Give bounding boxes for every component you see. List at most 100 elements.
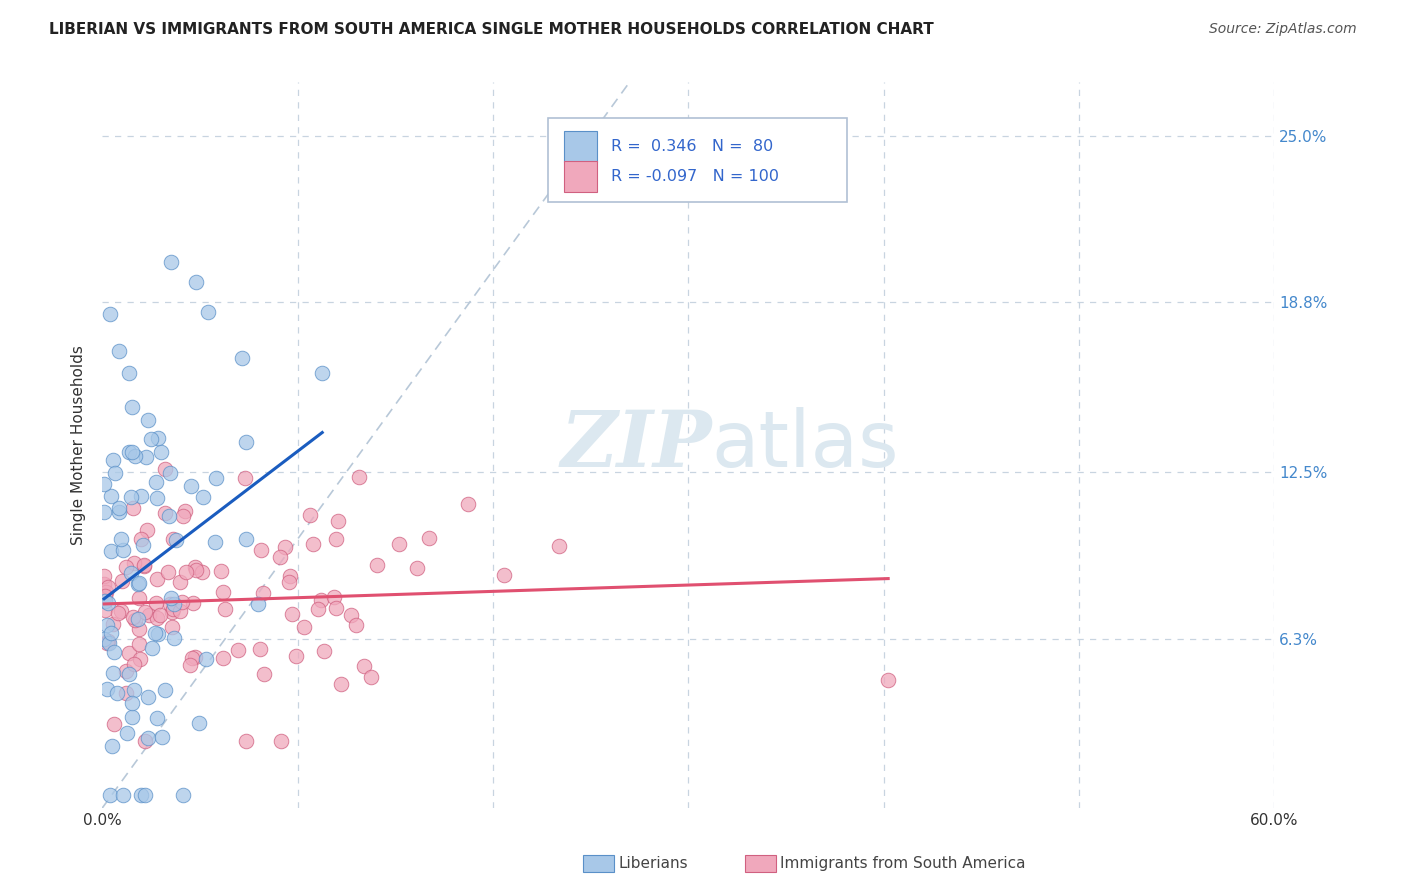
Point	[184, 563, 207, 577]
Point	[340, 607, 363, 622]
Point	[118, 646, 141, 660]
Point	[273, 541, 295, 555]
Point	[146, 573, 169, 587]
Point	[309, 593, 332, 607]
Point	[292, 620, 315, 634]
Point	[284, 649, 307, 664]
Point	[366, 558, 388, 572]
Point	[146, 711, 169, 725]
Point	[329, 677, 352, 691]
Point	[121, 444, 143, 458]
Point	[246, 597, 269, 611]
Point	[212, 651, 235, 665]
Point	[96, 681, 118, 696]
Point	[235, 533, 257, 547]
Point	[170, 594, 193, 608]
Text: R =  0.346   N =  80: R = 0.346 N = 80	[612, 139, 773, 154]
Point	[98, 788, 121, 802]
Point	[195, 652, 218, 666]
Point	[145, 596, 167, 610]
Point	[118, 666, 141, 681]
Point	[127, 612, 149, 626]
FancyBboxPatch shape	[564, 161, 598, 192]
Point	[94, 584, 117, 599]
Point	[128, 575, 150, 590]
Point	[93, 603, 115, 617]
Point	[128, 637, 150, 651]
Point	[197, 304, 219, 318]
Point	[122, 657, 145, 671]
Point	[136, 731, 159, 746]
Point	[145, 491, 167, 506]
Point	[172, 508, 194, 523]
Point	[250, 542, 273, 557]
Point	[93, 568, 115, 582]
Text: Immigrants from South America: Immigrants from South America	[780, 856, 1026, 871]
Point	[101, 617, 124, 632]
Point	[138, 608, 160, 623]
Point	[121, 400, 143, 414]
FancyBboxPatch shape	[548, 119, 846, 202]
Point	[129, 532, 152, 546]
Point	[388, 536, 411, 550]
Point	[548, 539, 571, 553]
Point	[160, 620, 183, 634]
Point	[322, 590, 344, 604]
Y-axis label: Single Mother Households: Single Mother Households	[72, 345, 86, 545]
Point	[121, 710, 143, 724]
Point	[160, 255, 183, 269]
Point	[115, 665, 138, 679]
Point	[127, 577, 149, 591]
Point	[270, 733, 292, 747]
Point	[325, 600, 347, 615]
Point	[186, 276, 208, 290]
Text: ZIP: ZIP	[560, 407, 711, 483]
Point	[231, 351, 253, 365]
Point	[115, 560, 138, 574]
Point	[100, 489, 122, 503]
Point	[134, 605, 156, 619]
Point	[134, 558, 156, 573]
Point	[150, 445, 173, 459]
Point	[253, 666, 276, 681]
Point	[120, 490, 142, 504]
Point	[103, 716, 125, 731]
Point	[100, 544, 122, 558]
Point	[129, 489, 152, 503]
Point	[252, 586, 274, 600]
Point	[226, 643, 249, 657]
Point	[97, 634, 120, 648]
Point	[148, 627, 170, 641]
Point	[204, 535, 226, 549]
Point	[269, 549, 291, 564]
Point	[406, 561, 429, 575]
Point	[103, 665, 125, 680]
Point	[174, 504, 197, 518]
Point	[312, 644, 335, 658]
Point	[145, 611, 167, 625]
FancyBboxPatch shape	[564, 131, 598, 161]
Point	[97, 596, 120, 610]
Point	[148, 431, 170, 445]
Point	[162, 532, 184, 546]
Point	[184, 649, 207, 664]
Point	[188, 716, 211, 731]
Point	[191, 565, 214, 579]
Point	[150, 730, 173, 744]
Point	[299, 508, 322, 522]
Point	[360, 670, 382, 684]
Point	[162, 601, 184, 615]
Point	[347, 469, 370, 483]
Point	[107, 500, 129, 515]
Point	[492, 568, 515, 582]
Point	[160, 606, 183, 620]
Point	[94, 589, 117, 603]
Point	[159, 509, 181, 524]
Point	[235, 734, 257, 748]
Point	[184, 559, 207, 574]
Point	[172, 788, 194, 802]
Point	[157, 566, 180, 580]
Point	[136, 690, 159, 704]
Point	[418, 531, 440, 545]
Point	[93, 505, 115, 519]
